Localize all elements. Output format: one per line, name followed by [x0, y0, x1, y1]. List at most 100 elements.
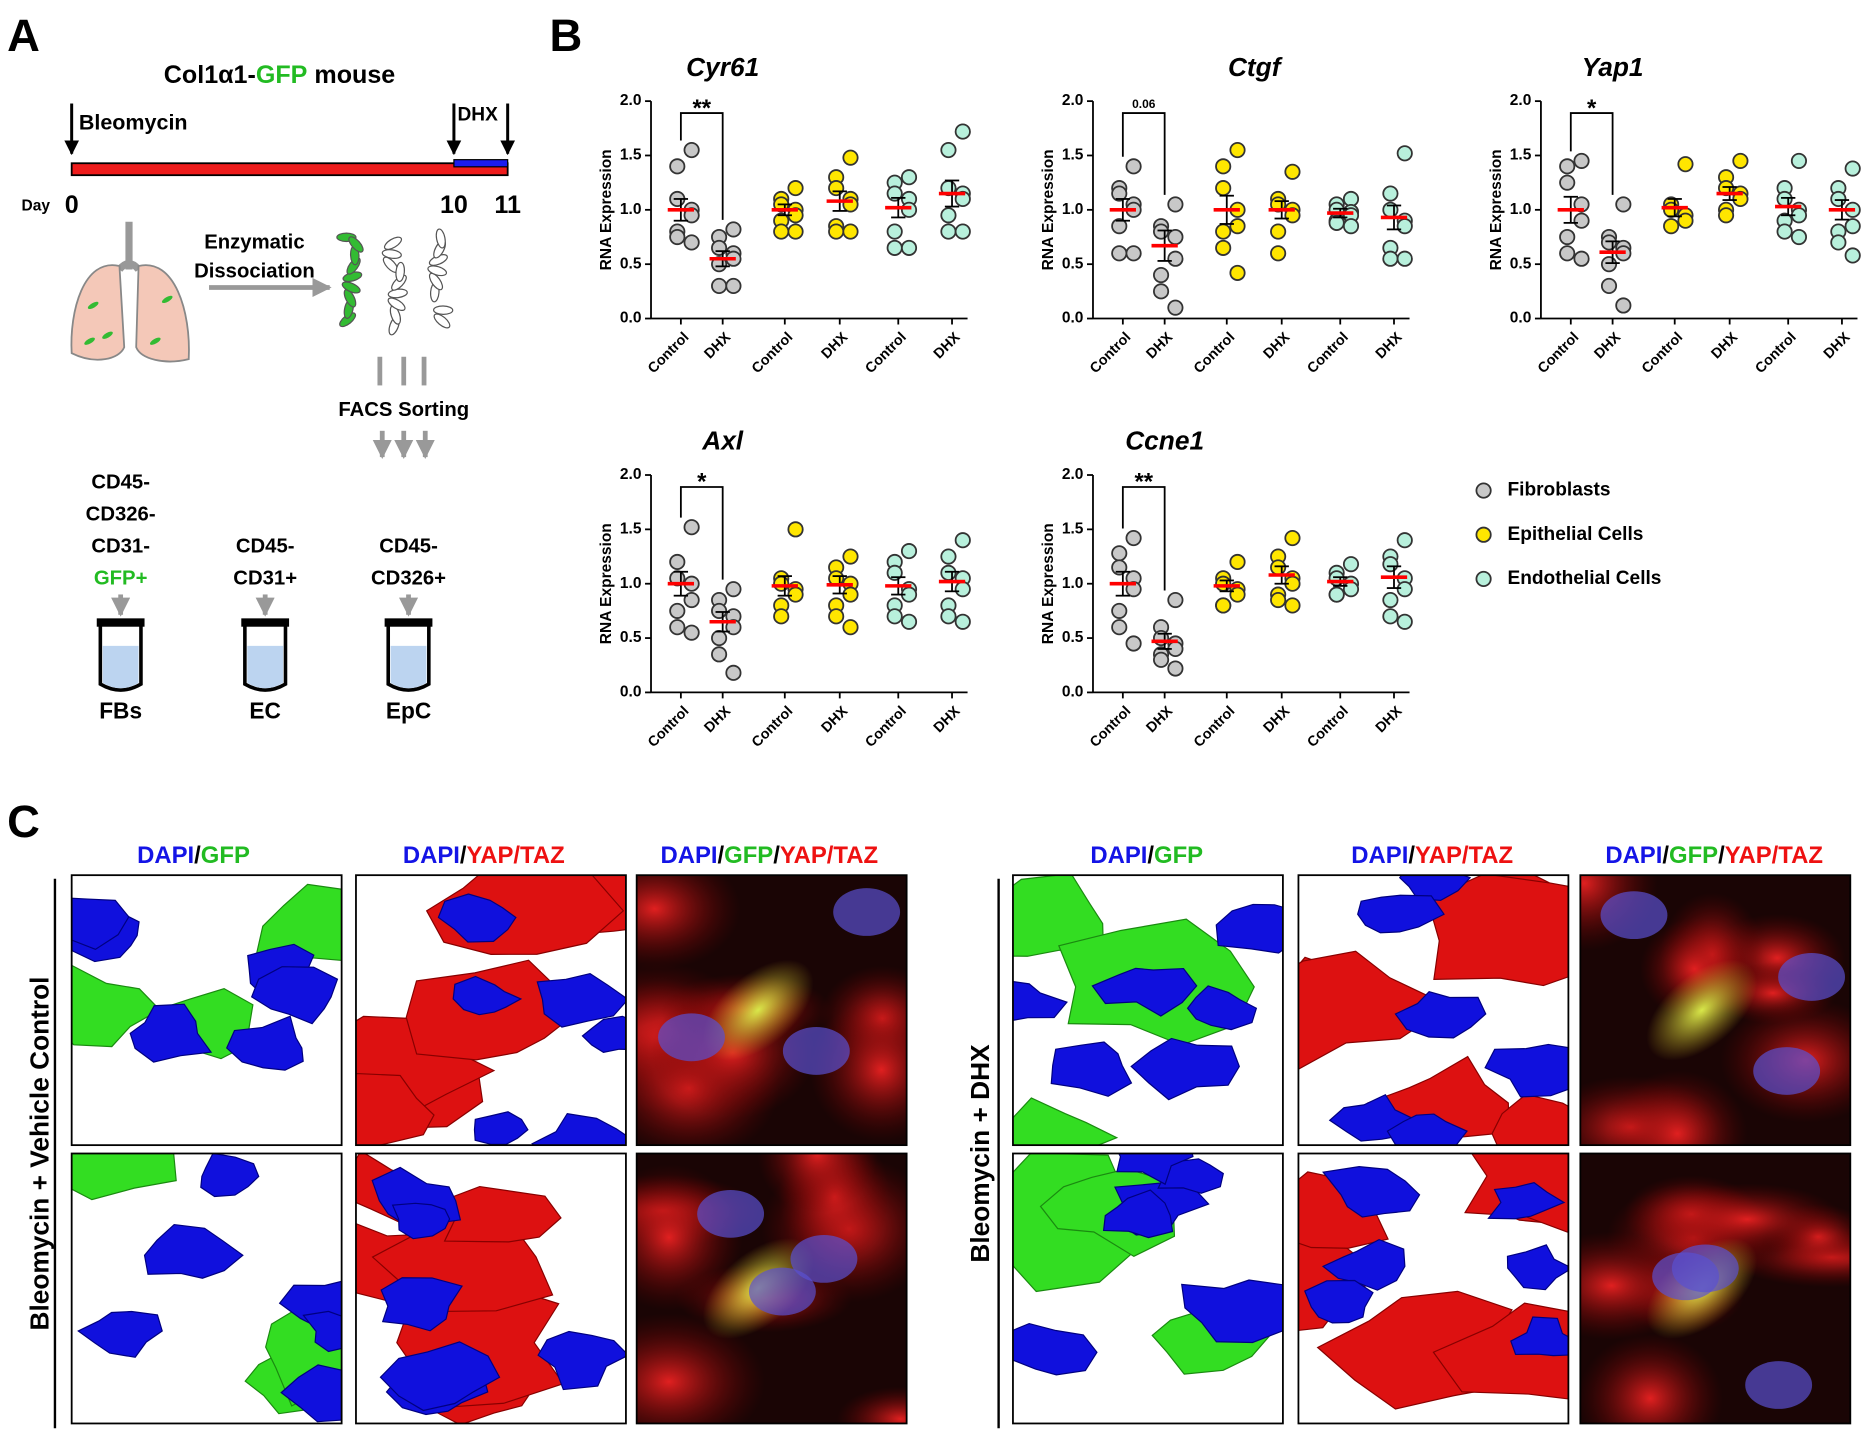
data-point — [886, 223, 903, 240]
data-point — [1776, 190, 1793, 208]
x-tick-label: DHX — [1260, 703, 1293, 736]
lung-left — [70, 264, 126, 361]
image-header: DAPI/GFP/YAP/TAZ — [660, 843, 878, 870]
data-point — [1396, 532, 1413, 549]
x-tick-label: DHX — [1373, 703, 1406, 736]
y-tick-label: 1.0 — [1510, 201, 1532, 218]
data-point — [1559, 158, 1576, 175]
data-point — [1573, 250, 1590, 267]
data-point — [886, 239, 903, 256]
data-point — [1677, 156, 1694, 173]
data-point — [1396, 250, 1413, 267]
condition-label: Bleomycin + DHX — [965, 1044, 995, 1263]
x-tick-label: Control — [1087, 703, 1134, 750]
title-part: Col1α1- — [164, 61, 256, 89]
header-part: GFP — [724, 843, 773, 870]
data-point — [683, 234, 700, 251]
marker-label: CD45- — [379, 535, 438, 557]
data-point — [1328, 586, 1345, 603]
header-part: YAP/TAZ — [467, 843, 565, 870]
legend-marker — [1475, 482, 1492, 499]
nucleus — [536, 972, 626, 1028]
data-point — [1396, 218, 1413, 235]
x-tick-label: Control — [1535, 329, 1582, 376]
data-point — [1167, 250, 1184, 267]
data-point — [1830, 234, 1847, 251]
data-point — [842, 149, 859, 166]
data-point — [828, 608, 845, 625]
legend-marker — [1475, 526, 1492, 543]
header-part: / — [1718, 843, 1725, 870]
x-tick-label: DHX — [1143, 703, 1176, 736]
y-tick-label: 1.5 — [620, 147, 642, 164]
header-part: YAP/TAZ — [1415, 843, 1513, 870]
image-header: DAPI/YAP/TAZ — [403, 843, 565, 870]
significance-bracket — [1121, 112, 1166, 195]
chart-title: Axl — [701, 426, 744, 456]
chart-title: Cyr61 — [686, 52, 759, 82]
chart-title: Yap1 — [1582, 52, 1644, 82]
header-part: DAPI — [403, 843, 460, 870]
x-tick-label: Control — [1087, 329, 1134, 376]
title-part: mouse — [307, 61, 395, 89]
x-tick-label: Control — [1304, 703, 1351, 750]
image-header: DAPI/GFP — [137, 843, 250, 870]
data-point — [1153, 283, 1170, 300]
data-point — [1790, 228, 1808, 246]
data-point — [1396, 145, 1413, 162]
data-point — [773, 223, 790, 240]
y-tick-label: 0.0 — [1062, 684, 1084, 701]
data-point — [683, 624, 700, 641]
lung-right — [135, 264, 190, 363]
stain — [1491, 1093, 1569, 1146]
data-point — [1844, 160, 1861, 177]
nucleus — [71, 897, 130, 951]
header-part: / — [194, 843, 201, 870]
stain — [836, 1386, 907, 1424]
dissociation-label: Dissociation — [194, 260, 315, 282]
tube-liquid — [247, 645, 284, 689]
data-point — [900, 239, 918, 256]
marker-label: CD326- — [86, 504, 156, 526]
stain — [1012, 1097, 1119, 1146]
data-point — [842, 548, 859, 565]
micrograph — [71, 875, 342, 1146]
header-part: GFP — [1669, 843, 1718, 870]
data-point — [1167, 591, 1184, 609]
data-point — [1111, 185, 1128, 202]
significance-label: * — [697, 469, 707, 496]
data-point — [787, 223, 804, 240]
data-point — [1215, 597, 1232, 614]
significance-label: * — [1587, 95, 1597, 122]
stain — [1607, 1070, 1748, 1146]
micrograph — [1298, 1153, 1569, 1424]
condition-label: Bleomycin + Vehicle Control — [25, 977, 55, 1331]
significance-label: ** — [1134, 469, 1153, 496]
nucleus — [380, 1277, 463, 1332]
nucleus — [1745, 1361, 1813, 1409]
nucleus — [1671, 1244, 1739, 1293]
data-point — [954, 581, 971, 598]
image-header: DAPI/GFP — [1090, 843, 1203, 870]
data-point — [940, 223, 957, 240]
stain — [1651, 1183, 1843, 1256]
data-point — [1732, 152, 1749, 169]
x-tick-label: DHX — [1708, 329, 1741, 362]
x-tick-label: DHX — [1260, 329, 1293, 362]
y-tick-label: 1.5 — [1062, 520, 1084, 537]
nucleus — [200, 1153, 260, 1198]
panel-label: C — [7, 796, 40, 847]
data-point — [1270, 223, 1287, 240]
y-tick-label: 1.0 — [1062, 201, 1084, 218]
data-point — [1229, 141, 1246, 159]
y-tick-label: 2.0 — [1510, 92, 1532, 109]
data-point — [669, 553, 686, 571]
header-part: DAPI — [1090, 843, 1147, 870]
nucleus — [225, 1015, 304, 1071]
data-point — [1215, 158, 1232, 175]
data-point — [940, 141, 957, 159]
lung-cell — [102, 331, 113, 339]
image-frame — [70, 1152, 343, 1425]
stain — [254, 883, 342, 962]
stain-cell — [702, 959, 814, 1061]
